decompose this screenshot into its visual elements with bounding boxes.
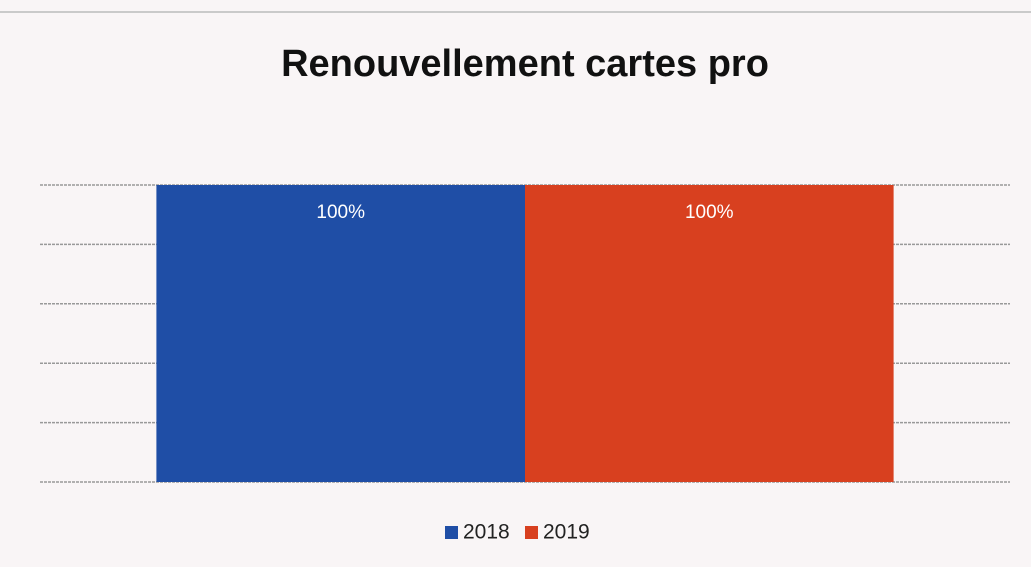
legend-label: 2018	[463, 521, 510, 544]
data-label: 100%	[316, 202, 365, 223]
legend-label: 2019	[543, 521, 590, 544]
bar	[156, 185, 525, 482]
bar	[525, 185, 894, 482]
legend-swatch	[445, 526, 458, 539]
chart-title: Renouvellement cartes pro	[281, 43, 769, 85]
legend-swatch	[525, 526, 538, 539]
data-label: 100%	[685, 202, 734, 223]
